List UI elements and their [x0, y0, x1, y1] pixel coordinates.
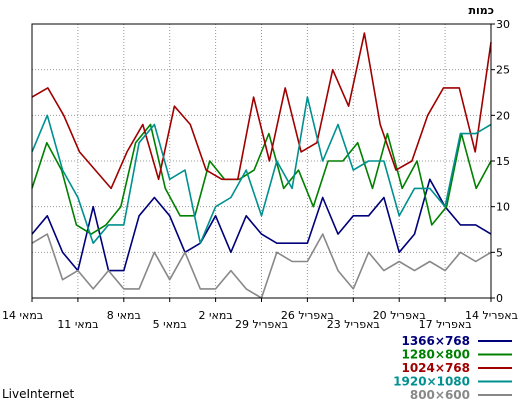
legend-label: 1280×800	[401, 348, 470, 362]
y-tick-label: 0	[496, 292, 503, 305]
series-line-2	[31, 32, 492, 190]
x-tick-label: 14 במאי	[2, 309, 43, 322]
x-tick-label: 20 באפריל	[373, 309, 426, 322]
legend-label: 1366×768	[401, 334, 470, 348]
x-tick-label: 8 במאי	[107, 309, 141, 322]
legend-label: 1920×1080	[393, 375, 470, 389]
x-tick-label: 11 במאי	[57, 318, 98, 331]
watermark: LiveInternet	[2, 387, 74, 401]
y-axis-title: כמות	[469, 4, 494, 17]
x-tick-label: 23 באפריל	[327, 318, 380, 331]
legend-label: 1024×768	[401, 361, 470, 375]
x-tick-label: 5 במאי	[153, 318, 187, 331]
series-line-1	[31, 123, 492, 235]
y-tick-label: 10	[496, 201, 510, 214]
gridlines	[32, 24, 491, 298]
legend-label: 800×600	[410, 388, 470, 402]
x-tick-label: 17 באפריל	[419, 318, 472, 331]
series-line-3	[31, 96, 492, 244]
y-tick-label: 30	[496, 18, 510, 31]
x-tick-label: 29 באפריל	[235, 318, 288, 331]
x-tick-label: 2 במאי	[199, 309, 233, 322]
x-tick-label: 26 באפריל	[281, 309, 334, 322]
y-tick-label: 20	[496, 109, 510, 122]
series-lines	[31, 32, 492, 299]
y-tick-label: 5	[496, 246, 503, 259]
y-tick-label: 15	[496, 155, 510, 168]
y-tick-label: 25	[496, 64, 510, 77]
x-tick-label: 14 באפריל	[465, 309, 518, 322]
axes: 0 5 10 15 20 25 30 14 במאי 11 במאי 8 במאי 5 במאי 2 …	[2, 18, 518, 331]
